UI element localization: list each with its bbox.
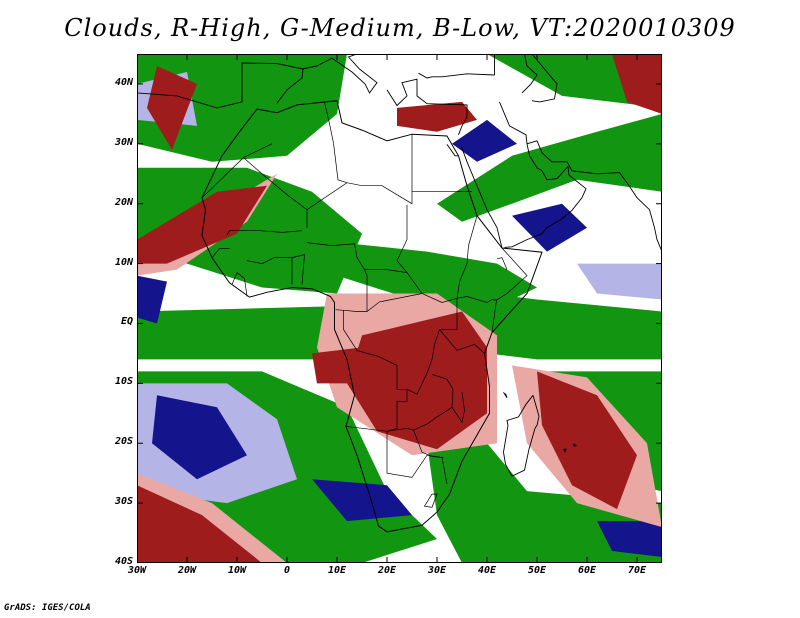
cloud-region-medium-8 [312,239,537,312]
lon-tick-label: 30W [127,565,147,576]
country-border-5 [324,101,334,144]
country-border-20 [456,215,478,299]
cloud-region-high-28 [612,54,662,114]
country-border-11 [343,310,408,432]
lon-tick-label: 10W [227,565,247,576]
country-border-24 [231,272,248,297]
cloud-region-low-15 [137,275,167,324]
coast-layer [137,54,662,477]
land-layer [201,100,543,533]
lat-tick-label: 40N [114,76,133,88]
country-border-1 [243,157,308,228]
cloud-map [137,54,662,563]
country-border-6 [226,230,303,235]
lon-tick-label: 20E [377,565,397,576]
coastline-1 [301,54,378,94]
country-border-15 [439,329,485,354]
cloud-region-high-23 [147,66,197,150]
lon-tick-label: 40E [477,565,497,576]
cloud-region-high-26 [537,371,637,510]
country-border-22 [496,257,508,270]
cloud-region-high-29 [397,101,477,132]
country-border-14 [406,298,458,395]
country-border-23 [211,248,230,258]
cloud-region-low-13 [452,119,517,162]
map-panel [137,54,662,563]
coastline-6 [461,146,503,249]
lon-tick-label: 70E [627,565,647,576]
map-frame [137,54,662,563]
lat-tick-label: 30N [114,136,133,148]
country-border-21 [496,247,528,301]
cloud-region-low-11 [312,479,412,522]
credit-text: GrADS: IGES/COLA [4,603,91,613]
cloud-region-high-24 [347,311,487,450]
lon-tick-label: 10E [327,565,347,576]
country-border-8 [396,204,408,273]
country-border-19 [456,296,497,333]
country-border-7 [306,242,458,303]
cloud-region-low-10 [152,395,247,480]
border-layer [201,101,528,508]
coastline-7 [504,140,662,252]
coastline-10 [521,54,538,94]
coastline-2 [386,78,468,135]
country-border-16 [413,374,454,458]
cloud-region-low-light-17 [577,263,662,300]
coastline-12 [503,395,540,477]
figure-title: Clouds, R-High, G-Medium, B-Low, VT:2020… [64,14,736,42]
country-border-4 [333,143,348,184]
cloud-region-high-27 [137,485,262,563]
country-border-2 [306,134,413,210]
lat-tick-label: 20N [114,196,133,208]
cloud-layer [137,54,662,563]
continent-outline-0 [201,100,543,533]
lon-tick-label: 0 [283,565,291,576]
cloud-region-high-22 [137,185,267,264]
lat-tick-label: EQ [120,316,133,328]
lon-tick-label: 60E [577,565,597,576]
lat-tick-label: 30S [114,496,133,508]
lon-tick-label: 50E [527,565,547,576]
cloud-region-low-12 [512,203,587,252]
lat-tick-label: 10S [114,376,133,388]
coastline-11 [503,392,508,398]
coastline-14 [563,448,567,453]
lon-tick-label: 30E [427,565,447,576]
lat-tick-label: 10N [114,256,133,268]
coastline-13 [573,443,578,447]
coastline-0 [137,62,304,109]
lon-tick-label: 20W [177,565,197,576]
lat-tick-label: 40S [114,556,133,567]
country-border-13 [345,426,414,432]
coastline-8 [499,101,528,144]
lat-tick-label: 20S [114,436,133,448]
coastline-5 [446,144,459,157]
country-border-25 [246,257,293,285]
country-border-17 [451,392,465,424]
cloud-region-low-14 [597,521,662,557]
coastline-3 [418,72,495,79]
coastline-9 [531,54,558,103]
country-border-18 [423,493,438,508]
country-border-26 [291,254,305,285]
cloud-region-medium-6 [437,113,662,222]
country-border-9 [335,269,368,312]
country-border-10 [366,293,423,312]
cloud-region-high-25 [312,347,362,384]
